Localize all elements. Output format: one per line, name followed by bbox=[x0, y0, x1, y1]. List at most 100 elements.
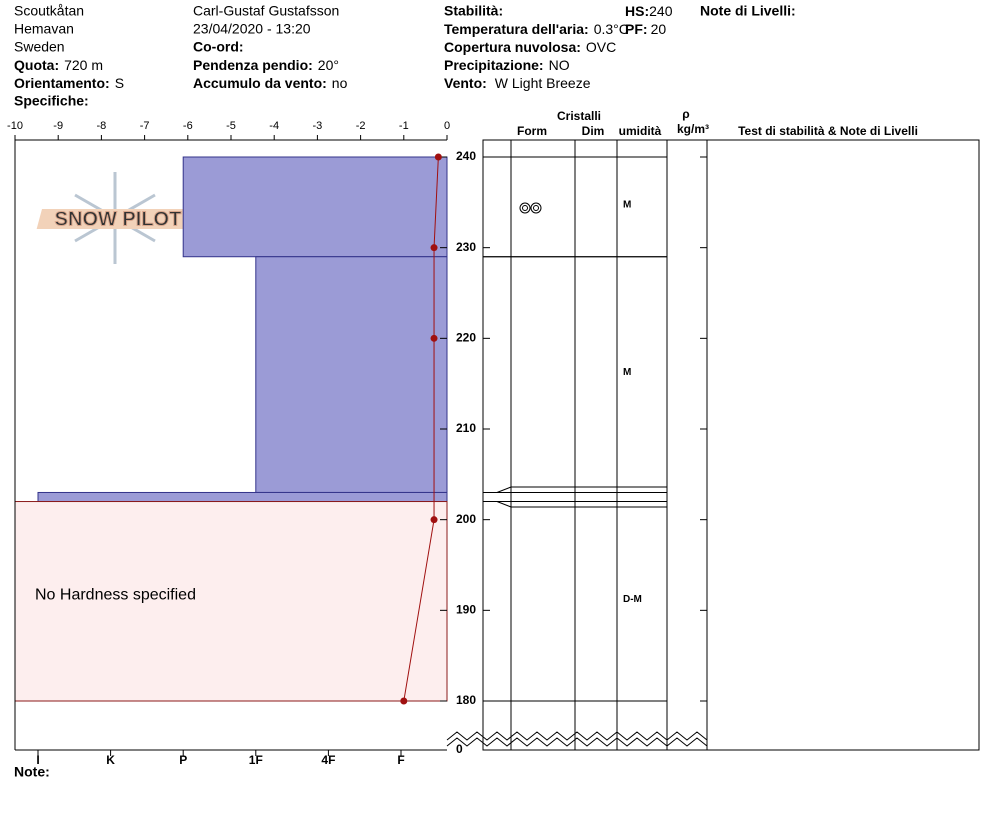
value: 240 bbox=[649, 3, 673, 19]
grain-symbol bbox=[522, 205, 528, 211]
logo-text: SNOW PILOT bbox=[55, 208, 182, 230]
precip: Precipitazione: NO bbox=[444, 57, 570, 73]
x-tick-label: -3 bbox=[313, 120, 323, 132]
header: Scoutkåtan Hemavan Sweden Quota: 720 m Or… bbox=[14, 3, 796, 109]
no-hardness-layer bbox=[14, 501, 448, 702]
x-tick-label: -9 bbox=[53, 120, 63, 132]
value: S bbox=[115, 75, 124, 91]
value: no bbox=[332, 75, 348, 91]
moisture: M bbox=[623, 200, 631, 211]
x-tick-label: 0 bbox=[444, 120, 450, 132]
label: Temperatura dell'aria: bbox=[444, 21, 589, 37]
heading: Form bbox=[517, 124, 547, 138]
x-tick-label: -8 bbox=[97, 120, 107, 132]
label: Vento: bbox=[444, 75, 487, 91]
value: 20° bbox=[318, 57, 339, 73]
air-temp: Temperatura dell'aria: 0.3°C bbox=[444, 21, 629, 37]
x-tick-label: -5 bbox=[226, 120, 236, 132]
value: 20 bbox=[651, 21, 667, 37]
region: Hemavan bbox=[14, 21, 74, 37]
logo: SNOW PILOT bbox=[36, 172, 194, 264]
y-tick-label: 220 bbox=[456, 331, 476, 345]
heading: Dim bbox=[582, 124, 605, 138]
heading: kg/m³ bbox=[677, 122, 709, 136]
x-tick-label: -2 bbox=[356, 120, 366, 132]
notes-label: Note: bbox=[14, 764, 50, 780]
temperature-point bbox=[430, 334, 438, 342]
layer-connector bbox=[483, 486, 512, 493]
value: 0.3°C bbox=[594, 21, 629, 37]
x-tick-label: -10 bbox=[7, 120, 23, 132]
moisture: M bbox=[623, 367, 631, 378]
y-tick-label: 240 bbox=[456, 149, 476, 163]
pf: PF: 20 bbox=[625, 21, 666, 37]
elevation: Quota: 720 m bbox=[14, 57, 103, 73]
hardness-label: P bbox=[179, 753, 187, 767]
heading: Cristalli bbox=[557, 109, 601, 123]
label: Precipitazione: bbox=[444, 57, 544, 73]
hardness-label: 4F bbox=[321, 753, 335, 767]
y-tick-label: 200 bbox=[456, 512, 476, 526]
no-hardness-label: No Hardness specified bbox=[35, 586, 196, 603]
stability: Stabilità: bbox=[444, 3, 503, 19]
aspect: Orientamento: S bbox=[14, 75, 124, 91]
ground-label: 0 bbox=[456, 742, 463, 756]
x-tick-label: -6 bbox=[183, 120, 193, 132]
label: Copertura nuvolosa: bbox=[444, 39, 581, 55]
wind-loading: Accumulo da vento: no bbox=[193, 75, 348, 91]
hardness-bar bbox=[182, 156, 448, 258]
x-tick-label: -4 bbox=[269, 120, 279, 132]
heading: umidità bbox=[619, 124, 662, 138]
plot: No Hardness specified-10 -9 -8 -7 -6 -5 -4 -3 -2… bbox=[7, 120, 980, 767]
coords: Co-ord: bbox=[193, 39, 244, 55]
slope: Pendenza pendio: 20° bbox=[193, 57, 339, 73]
y-tick-label: 190 bbox=[456, 603, 476, 617]
temperature-point bbox=[430, 516, 438, 524]
specifics: Specifiche: bbox=[14, 93, 89, 109]
logo-band bbox=[36, 209, 194, 229]
country: Sweden bbox=[14, 39, 65, 55]
label: Accumulo da vento: bbox=[193, 75, 327, 91]
grain-symbol bbox=[530, 202, 542, 214]
y-tick-label: 230 bbox=[456, 240, 476, 254]
table-frame bbox=[482, 139, 980, 751]
hs: HS:240 bbox=[625, 3, 673, 19]
hardness-label: F bbox=[397, 753, 404, 767]
hardness-label: 1F bbox=[249, 753, 263, 767]
y-tick-label: 180 bbox=[456, 693, 476, 707]
hardness-label: I bbox=[36, 753, 39, 767]
label: Quota: bbox=[14, 57, 59, 73]
temperature-point bbox=[400, 697, 408, 705]
grain-symbol bbox=[519, 202, 531, 214]
value: W Light Breeze bbox=[495, 75, 591, 91]
axis-break bbox=[446, 731, 708, 741]
label: Orientamento: bbox=[14, 75, 110, 91]
column-headings: Cristalli Form Dim umidità ρ kg/m³ Test … bbox=[517, 107, 918, 138]
x-tick-label: -1 bbox=[399, 120, 409, 132]
axis-break bbox=[446, 737, 708, 747]
wind: Vento: W Light Breeze bbox=[444, 75, 591, 91]
value: NO bbox=[549, 57, 570, 73]
label: Pendenza pendio: bbox=[193, 57, 313, 73]
hardness-bar bbox=[37, 491, 448, 503]
observer: Carl-Gustaf Gustafsson bbox=[193, 3, 339, 19]
x-tick-label: -7 bbox=[140, 120, 150, 132]
hardness-label: K bbox=[106, 753, 115, 767]
grain-symbol bbox=[533, 205, 539, 211]
datetime: 23/04/2020 - 13:20 bbox=[193, 21, 311, 37]
value: OVC bbox=[586, 39, 616, 55]
layer-notes: Note di Livelli: bbox=[700, 3, 796, 19]
temperature-point bbox=[434, 153, 442, 161]
layer-connector bbox=[483, 501, 512, 508]
heading: Test di stabilità & Note di Livelli bbox=[738, 124, 918, 138]
y-tick-label: 210 bbox=[456, 421, 476, 435]
sky: Copertura nuvolosa: OVC bbox=[444, 39, 616, 55]
heading: ρ bbox=[682, 107, 689, 121]
label: HS: bbox=[625, 3, 649, 19]
location: Scoutkåtan bbox=[14, 3, 84, 19]
value: 720 m bbox=[64, 57, 103, 73]
hardness-bar bbox=[255, 256, 448, 493]
temperature-point bbox=[430, 244, 438, 252]
label: PF: bbox=[625, 21, 648, 37]
